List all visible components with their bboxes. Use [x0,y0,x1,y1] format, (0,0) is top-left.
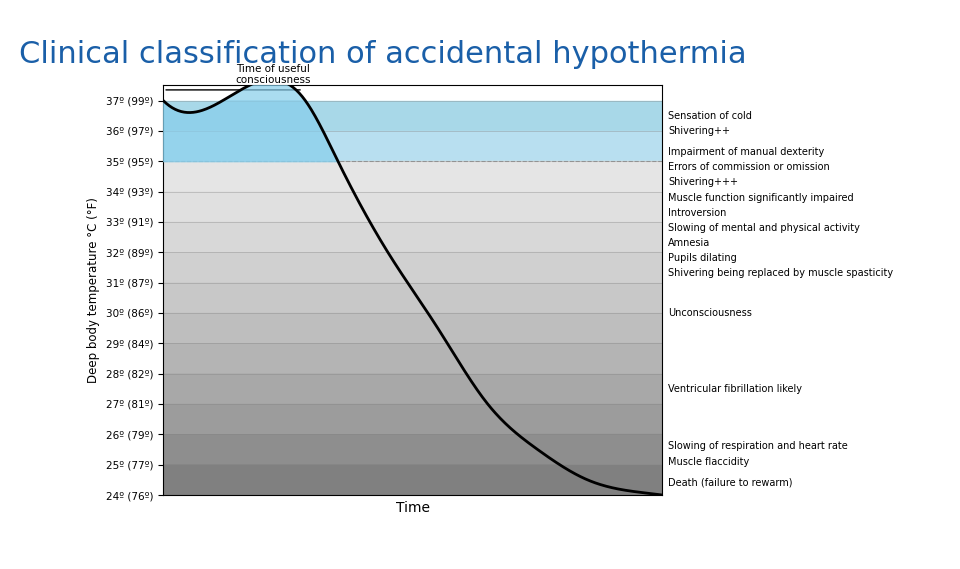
Text: Time of useful
consciousness: Time of useful consciousness [235,64,311,85]
Text: Unconsciousness: Unconsciousness [668,308,752,318]
Text: Death (failure to rewarm): Death (failure to rewarm) [668,478,793,488]
Text: Muscle function significantly impaired: Muscle function significantly impaired [668,193,853,203]
Text: SINTEF Technology and Society: SINTEF Technology and Society [644,536,912,551]
Y-axis label: Deep body temperature °C (°F): Deep body temperature °C (°F) [87,197,101,383]
Text: Muscle flaccidity: Muscle flaccidity [668,457,750,467]
Text: Amnesia: Amnesia [668,238,710,248]
Text: SINTEF: SINTEF [48,534,125,553]
Text: Introversion: Introversion [668,208,727,218]
Text: Shivering++: Shivering++ [668,126,731,136]
Text: Slowing of respiration and heart rate: Slowing of respiration and heart rate [668,442,848,451]
Text: Clinical classification of accidental hypothermia: Clinical classification of accidental hy… [19,40,747,69]
Text: Impairment of manual dexterity: Impairment of manual dexterity [668,147,825,157]
Text: Pupils dilating: Pupils dilating [668,253,737,263]
Text: Sensation of cold: Sensation of cold [668,111,752,121]
Text: Slowing of mental and physical activity: Slowing of mental and physical activity [668,223,860,233]
Text: Shivering+++: Shivering+++ [668,178,738,187]
Text: Ventricular fibrillation likely: Ventricular fibrillation likely [668,384,803,394]
Text: Errors of commission or omission: Errors of commission or omission [668,162,829,172]
X-axis label: Time: Time [396,501,430,514]
Text: Shivering being replaced by muscle spasticity: Shivering being replaced by muscle spast… [668,269,894,278]
